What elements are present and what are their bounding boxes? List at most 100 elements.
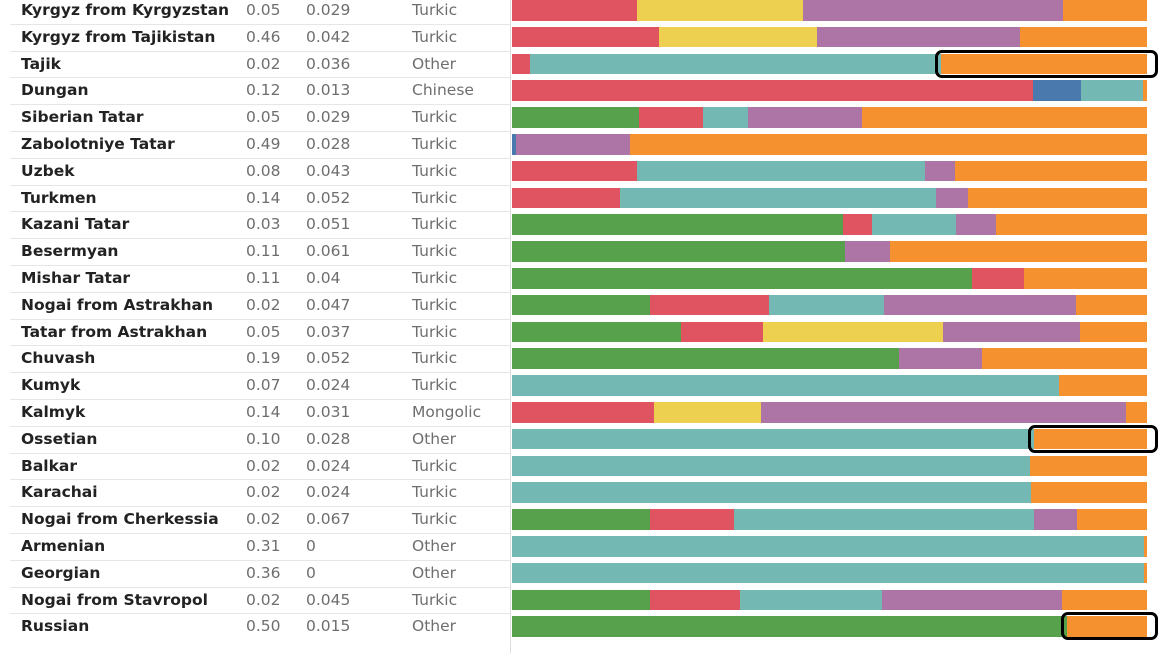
population-name: Nogai from Cherkessia [21,510,219,529]
value-2: 0.024 [306,456,351,475]
bar-segment-green [512,214,844,235]
bar-segment-orange [968,187,1147,209]
bar-segment-orange [1019,26,1147,48]
bar-segment-green [512,268,973,289]
value-1: 0.05 [246,108,281,127]
bar-segment-purple [882,589,1063,611]
language-family: Turkic [412,215,458,234]
stacked-bar [512,482,1147,503]
stacked-bar [512,455,1147,477]
bar-segment-yellow [654,402,762,423]
language-family: Turkic [412,376,458,395]
bar-segment-purple [883,294,1077,316]
population-name: Nogai from Astrakhan [21,295,214,314]
value-2: 0.04 [306,269,341,287]
bar-segment-red [681,321,764,343]
stacked-bar [512,375,1147,396]
language-family: Turkic [412,108,458,127]
bar-segment-red [971,268,1025,289]
bar-segment-purple [845,241,892,262]
row-divider [10,559,510,561]
bar-segment-red [842,214,873,235]
bar-segment-teal [740,589,883,611]
language-family: Turkic [412,349,458,368]
table-row: Kyrgyz from Kyrgyzstan 0.05 0.029 Turkic [0,0,1170,24]
bar-segment-green [512,107,640,128]
value-1: 0.02 [246,483,281,502]
value-2: 0.031 [306,403,351,421]
bar-segment-purple [956,214,997,235]
bar-segment-yellow [763,321,944,343]
row-divider [10,211,510,213]
row-divider [10,506,510,508]
population-name: Dungan [21,81,89,100]
stacked-bar [512,214,1147,235]
bar-segment-purple [1033,509,1078,530]
bar-segment-yellow [636,0,804,21]
row-divider [10,425,510,427]
value-2: 0.015 [306,617,351,636]
value-1: 0.31 [246,537,281,555]
bar-segment-orange [1062,589,1147,611]
value-1: 0.36 [246,563,281,582]
row-divider [10,479,510,481]
table-row: Balkar 0.02 0.024 Turkic [0,452,1170,480]
bar-segment-orange [1029,455,1147,477]
population-name: Kyrgyz from Kyrgyzstan [21,1,230,19]
bar-axis-line [510,0,511,653]
value-2: 0.024 [306,483,351,502]
value-1: 0.10 [246,429,281,448]
row-divider [10,265,510,266]
bar-segment-green [512,321,682,343]
row-divider [10,157,510,159]
table-row: Kyrgyz from Tajikistan 0.46 0.042 Turkic [0,23,1170,51]
value-1: 0.08 [246,161,281,180]
table-row: Kazani Tatar 0.03 0.051 Turkic [0,211,1170,238]
bar-segment-orange [861,107,1147,128]
stacked-bar [512,616,1147,637]
bar-segment-green [512,241,847,262]
bar-segment-red [650,509,735,530]
bar-segment-purple [803,0,1064,21]
bar-segment-purple [924,160,956,182]
population-name: Armenian [21,537,106,555]
value-2: 0.028 [306,135,351,153]
value-1: 0.14 [246,188,281,207]
language-family: Turkic [412,27,458,46]
bar-segment-teal [529,53,942,75]
population-name: Tajik [21,54,61,73]
bar-segment-red [650,294,770,316]
table-row: Russian 0.50 0.015 Other [0,612,1170,641]
value-1: 0.11 [246,242,281,261]
value-2: 0.052 [306,349,351,368]
bar-segment-orange [629,134,1147,155]
highlight-box [1028,424,1158,453]
stacked-bar [512,26,1147,48]
bar-segment-red [512,187,621,209]
table-row: Nogai from Cherkessia 0.02 0.067 Turkic [0,506,1170,533]
value-2: 0.029 [306,108,351,127]
bar-segment-green [512,348,900,369]
bar-segment-orange [1075,294,1147,316]
value-2: 0.042 [306,27,351,46]
table-row: Zabolotniye Tatar 0.49 0.028 Turkic [0,131,1170,158]
row-divider [10,533,510,534]
language-family: Turkic [412,456,458,475]
value-2: 0.051 [306,215,351,234]
bar-segment-purple [816,26,1021,48]
value-1: 0.14 [246,403,281,421]
bar-segment-red [638,107,704,128]
bar-segment-teal [512,536,1145,557]
language-family: Turkic [412,1,458,19]
bar-segment-orange [1126,402,1147,423]
bar-segment-orange [1080,321,1147,343]
population-name: Kumyk [21,376,81,395]
bar-segment-green [512,616,1068,637]
language-family: Turkic [412,322,458,341]
value-2: 0.013 [306,81,351,100]
bar-segment-orange [890,241,1147,262]
table-row: Nogai from Stavropol 0.02 0.045 Turkic [0,586,1170,614]
bar-segment-orange [1034,428,1147,450]
language-family: Other [412,617,457,636]
